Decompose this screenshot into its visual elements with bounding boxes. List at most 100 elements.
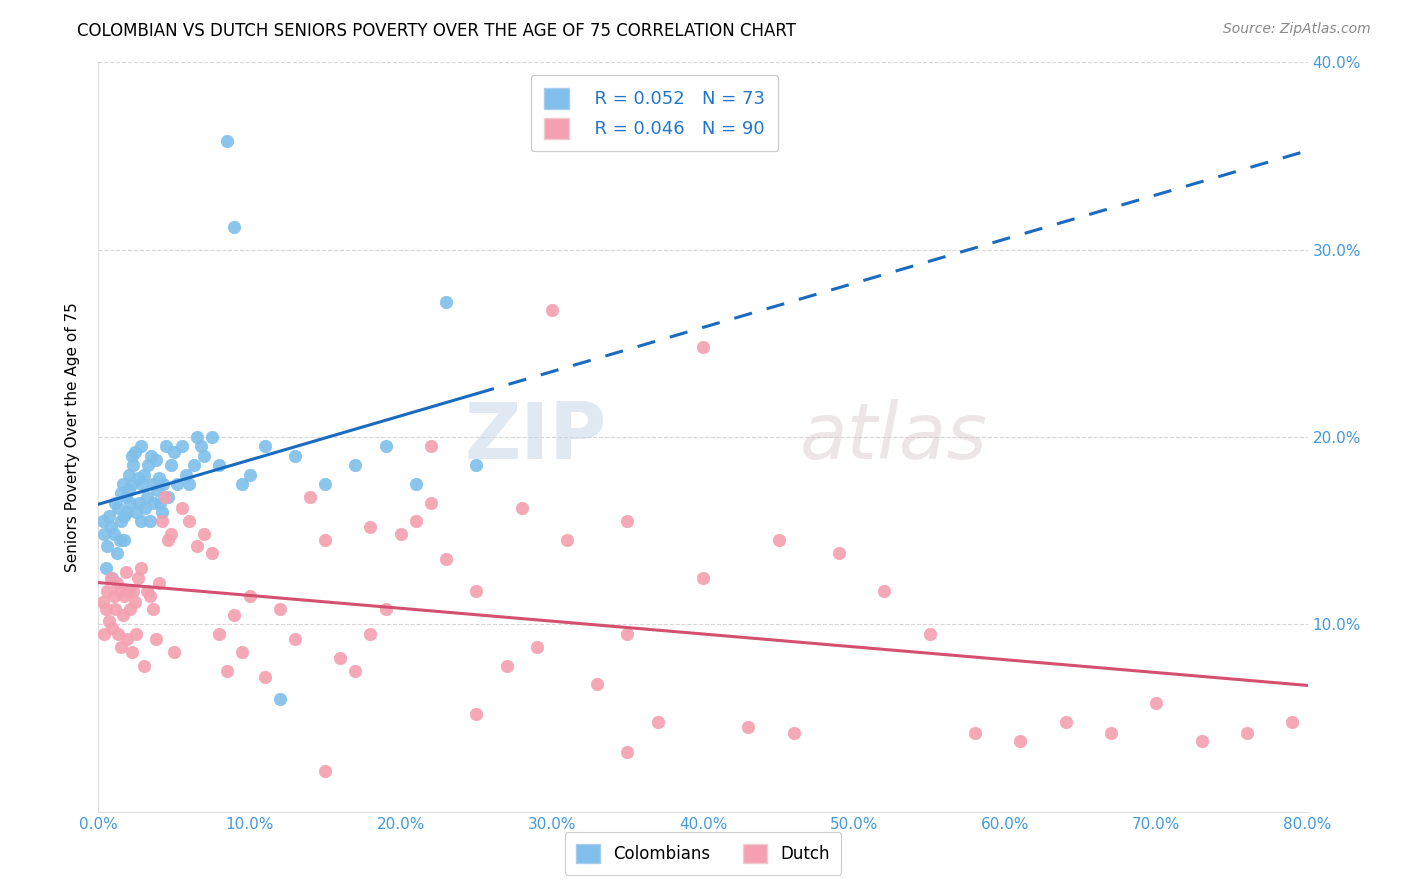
Point	[132, 658, 155, 673]
Point	[110, 486, 132, 500]
Point	[510, 501, 533, 516]
Point	[495, 658, 517, 673]
Point	[465, 583, 488, 598]
Point	[692, 571, 714, 585]
Point	[208, 458, 231, 473]
Point	[616, 626, 638, 640]
Point	[434, 295, 457, 310]
Point	[586, 677, 609, 691]
Point	[103, 527, 125, 541]
Point	[112, 533, 135, 547]
Point	[110, 514, 132, 528]
Point	[616, 745, 638, 759]
Point	[125, 505, 148, 519]
Point	[231, 476, 253, 491]
Point	[101, 621, 124, 635]
Point	[768, 533, 790, 547]
Text: Source: ZipAtlas.com: Source: ZipAtlas.com	[1223, 22, 1371, 37]
Point	[224, 608, 246, 623]
Point	[329, 651, 352, 665]
Point	[111, 476, 134, 491]
Point	[405, 476, 427, 491]
Legend: Colombians, Dutch: Colombians, Dutch	[565, 832, 841, 875]
Point	[131, 476, 153, 491]
Point	[183, 458, 205, 473]
Point	[314, 476, 336, 491]
Point	[139, 590, 162, 604]
Point	[91, 595, 114, 609]
Point	[616, 514, 638, 528]
Point	[100, 520, 122, 534]
Point	[360, 626, 382, 640]
Point	[122, 583, 145, 598]
Point	[360, 520, 382, 534]
Point	[143, 496, 166, 510]
Point	[150, 505, 173, 519]
Point	[93, 626, 115, 640]
Point	[127, 471, 149, 485]
Point	[1099, 726, 1122, 740]
Point	[118, 583, 141, 598]
Point	[163, 646, 186, 660]
Point	[96, 583, 118, 598]
Point	[145, 632, 167, 647]
Point	[1281, 714, 1303, 729]
Point	[127, 571, 149, 585]
Point	[112, 590, 135, 604]
Point	[190, 440, 212, 453]
Point	[98, 508, 121, 523]
Point	[118, 467, 141, 482]
Point	[269, 692, 291, 706]
Point	[828, 546, 851, 560]
Point	[93, 527, 115, 541]
Point	[139, 514, 162, 528]
Point	[129, 561, 152, 575]
Point	[783, 726, 806, 740]
Point	[152, 476, 174, 491]
Point	[101, 571, 124, 585]
Point	[201, 546, 224, 560]
Point	[121, 449, 143, 463]
Point	[193, 527, 215, 541]
Point	[118, 483, 141, 497]
Point	[124, 595, 146, 609]
Point	[112, 508, 135, 523]
Point	[121, 476, 143, 491]
Point	[149, 496, 172, 510]
Point	[153, 490, 176, 504]
Point	[465, 458, 488, 473]
Point	[465, 707, 488, 722]
Point	[174, 467, 197, 482]
Point	[111, 608, 134, 623]
Point	[114, 565, 136, 579]
Point	[120, 496, 142, 510]
Point	[115, 632, 138, 647]
Point	[98, 614, 121, 628]
Point	[129, 514, 152, 528]
Text: COLOMBIAN VS DUTCH SENIORS POVERTY OVER THE AGE OF 75 CORRELATION CHART: COLOMBIAN VS DUTCH SENIORS POVERTY OVER …	[77, 22, 796, 40]
Point	[128, 496, 150, 510]
Point	[1054, 714, 1077, 729]
Point	[314, 764, 336, 778]
Y-axis label: Seniors Poverty Over the Age of 75: Seniors Poverty Over the Age of 75	[65, 302, 80, 572]
Point	[170, 440, 193, 453]
Point	[692, 340, 714, 354]
Point	[314, 533, 336, 547]
Point	[420, 440, 443, 453]
Point	[1191, 733, 1213, 747]
Point	[104, 602, 127, 616]
Point	[114, 490, 136, 504]
Point	[299, 490, 322, 504]
Text: atlas: atlas	[800, 399, 987, 475]
Point	[121, 646, 143, 660]
Point	[100, 571, 122, 585]
Point	[344, 664, 367, 679]
Point	[284, 449, 307, 463]
Point	[186, 539, 208, 553]
Point	[208, 626, 231, 640]
Point	[166, 476, 188, 491]
Point	[142, 476, 165, 491]
Point	[136, 458, 159, 473]
Point	[405, 514, 427, 528]
Point	[91, 514, 114, 528]
